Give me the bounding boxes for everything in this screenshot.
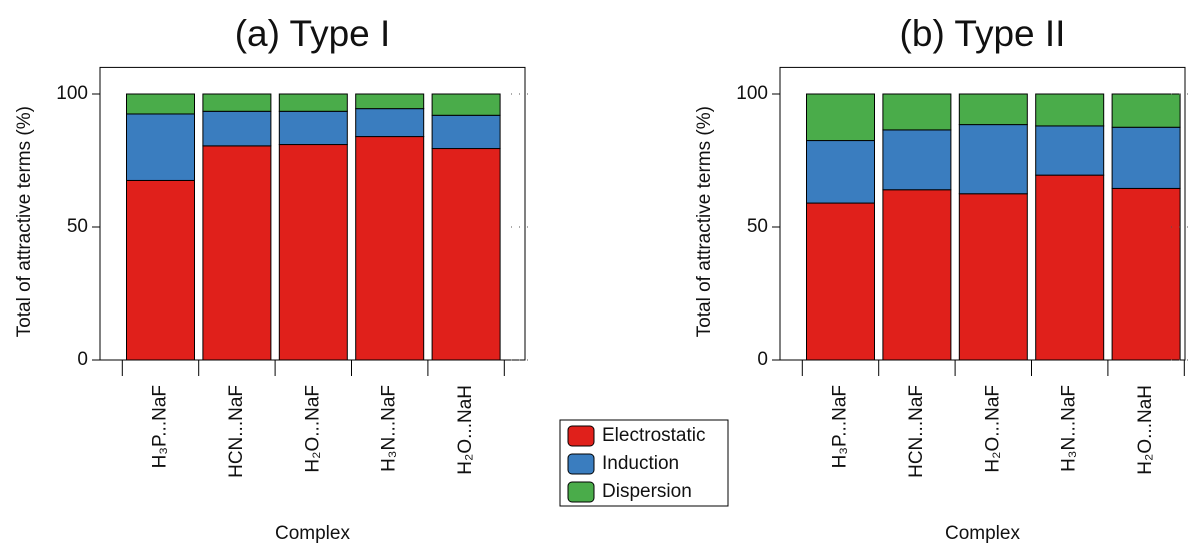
bar-segment <box>882 189 952 361</box>
y-tick-label: 50 <box>67 216 88 237</box>
legend-swatch <box>567 481 595 503</box>
y-tick-label: 100 <box>736 83 768 104</box>
bar-segment <box>202 93 272 112</box>
bar-segment <box>126 179 195 361</box>
y-tick-label: 100 <box>56 83 88 104</box>
x-tick-label: H₃N...NaF <box>379 385 400 472</box>
bar-segment <box>431 114 501 150</box>
bar-segment <box>882 129 952 191</box>
bar-segment <box>958 193 1028 361</box>
bar-segment <box>1035 93 1105 127</box>
bar-segment <box>126 93 195 115</box>
bar-segment <box>355 136 425 361</box>
bar-segment <box>1111 187 1181 361</box>
bar-segment <box>806 93 875 142</box>
bar-segment <box>126 113 195 181</box>
plot-frame <box>779 66 1186 361</box>
x-tick-label: H₂O...NaH <box>1135 385 1156 475</box>
bar-segment <box>882 93 952 131</box>
bar-segment <box>278 110 348 146</box>
bar-segment <box>806 140 875 204</box>
x-axis-label: Complex <box>945 523 1020 544</box>
plot-frame <box>99 66 526 361</box>
bar-segment <box>431 148 501 361</box>
bar-segment <box>431 93 501 116</box>
x-tick-label: H₃N...NaF <box>1059 385 1080 472</box>
chart-title: (b) Type II <box>900 13 1066 54</box>
y-tick-label: 0 <box>77 349 88 370</box>
legend-label: Electrostatic <box>602 425 705 446</box>
y-tick-label: 50 <box>747 216 768 237</box>
x-tick-label: H₂O...NaF <box>982 385 1003 473</box>
bar-segment <box>1035 174 1105 361</box>
x-axis-label: Complex <box>275 523 350 544</box>
y-tick-label: 0 <box>757 349 768 370</box>
x-tick-label: HCN...NaF <box>906 385 927 478</box>
bar-segment <box>1111 126 1181 189</box>
legend-label: Dispersion <box>602 481 692 502</box>
bar-segment <box>202 110 272 147</box>
x-tick-label: H₃P...NaF <box>830 385 851 468</box>
bar-segment <box>355 108 425 138</box>
chart-title: (a) Type I <box>235 13 391 54</box>
bar-segment <box>202 145 272 361</box>
bar-segment <box>958 124 1028 195</box>
legend-swatch <box>567 453 595 475</box>
legend-swatch <box>567 425 595 447</box>
bar-segment <box>355 93 425 110</box>
y-axis-label: Total of attractive terms (%) <box>14 106 35 337</box>
x-tick-label: H₃P...NaF <box>150 385 171 468</box>
bar-segment <box>1111 93 1181 128</box>
x-tick-label: H₂O...NaF <box>302 385 323 473</box>
bar-segment <box>958 93 1028 126</box>
x-tick-label: HCN...NaF <box>226 385 247 478</box>
legend-label: Induction <box>602 453 679 474</box>
bar-segment <box>1035 125 1105 176</box>
x-tick-label: H₂O...NaH <box>455 385 476 475</box>
bar-segment <box>278 93 348 112</box>
bar-segment <box>806 202 875 361</box>
y-axis-label: Total of attractive terms (%) <box>694 106 715 337</box>
bar-segment <box>278 144 348 361</box>
